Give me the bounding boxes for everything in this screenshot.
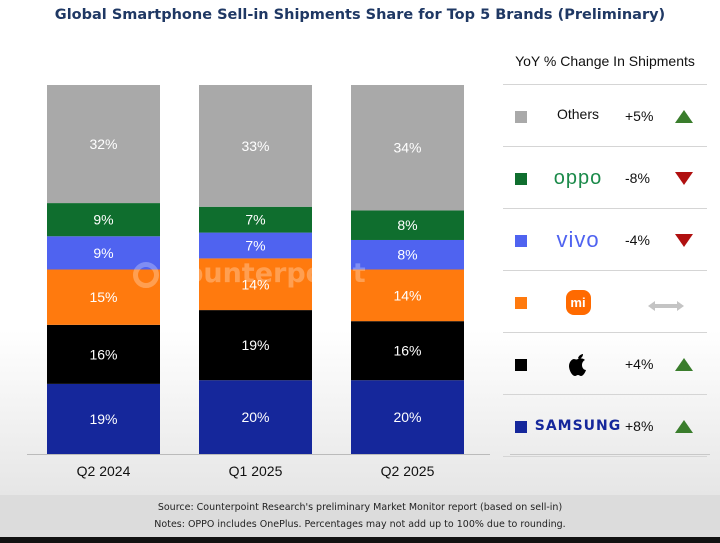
bar-segment-oppo — [47, 203, 160, 237]
counterpoint-watermark: Counterpoint — [133, 258, 366, 289]
bar-segment-others — [199, 85, 312, 207]
notes: Notes: OPPO includes OnePlus. Percentage… — [154, 519, 566, 530]
chart-title: Global Smartphone Sell-in Shipments Shar… — [54, 7, 666, 23]
data-label: 7% — [245, 212, 265, 228]
bar-segment-xiaomi — [351, 269, 464, 322]
bar-segment-apple — [199, 310, 312, 381]
data-label: 33% — [241, 138, 269, 154]
legend-swatch — [515, 421, 527, 433]
yoy-change: +8% — [625, 418, 654, 434]
bar-segment-samsung — [47, 383, 160, 454]
legend-item-apple-logo: +4% — [503, 332, 707, 395]
legend-item-mi: mi — [503, 270, 707, 333]
data-label: 19% — [241, 337, 269, 353]
data-label: 20% — [393, 409, 421, 425]
apple-logo-icon — [543, 333, 613, 395]
bar-segment-oppo — [351, 210, 464, 240]
legend-item-vivo: vivo -4% — [503, 208, 707, 271]
data-label: 7% — [245, 238, 265, 254]
brand-name: Others — [556, 106, 599, 122]
counterpoint-logo-icon — [133, 261, 159, 288]
data-label: 9% — [93, 212, 113, 228]
brand-name: oppo — [553, 166, 603, 189]
data-label: 16% — [89, 346, 117, 362]
up-triangle-icon — [675, 110, 693, 123]
legend-swatch — [515, 235, 527, 247]
legend-swatch — [515, 359, 527, 371]
x-tick-label: Q2 2025 — [381, 463, 435, 479]
yoy-change: +5% — [625, 108, 654, 124]
bar-segment-apple — [47, 324, 160, 384]
data-label: 14% — [241, 276, 269, 292]
data-label: 32% — [89, 136, 117, 152]
data-label: 15% — [89, 289, 117, 305]
data-label: 14% — [393, 287, 421, 303]
xiaomi-logo-icon: mi — [543, 271, 613, 333]
legend-title: YoY % Change In Shipments — [515, 53, 695, 69]
legend-divider — [503, 456, 707, 457]
stacked-bar-chart: 19% 16% 15% 9% 9% 32% Q2 2024 20% 19% 14% 7% 7% 33% Q… — [27, 85, 490, 479]
bar-segment-apple — [351, 321, 464, 381]
baseline — [510, 454, 710, 455]
up-triangle-icon — [675, 358, 693, 371]
source-note: Source: Counterpoint Research's prelimin… — [157, 502, 563, 513]
bar-segment-xiaomi — [199, 258, 312, 311]
x-tick-label: Q1 2025 — [229, 463, 283, 479]
watermark-text: Counterpoint — [165, 258, 366, 289]
legend-swatch — [515, 297, 527, 309]
bar-segment-samsung — [351, 380, 464, 454]
data-label: 20% — [241, 409, 269, 425]
data-label: 8% — [397, 217, 417, 233]
bar-segment-vivo — [351, 239, 464, 270]
down-triangle-icon — [675, 172, 693, 185]
footer: Source: Counterpoint Research's prelimin… — [0, 495, 720, 537]
legend-swatch — [515, 111, 527, 123]
x-tick-label: Q2 2024 — [77, 463, 131, 479]
brand-name: SAMSUNG — [534, 418, 622, 434]
data-label: 16% — [393, 343, 421, 359]
double-arrow-icon — [648, 298, 684, 311]
legend-item-others: Others +5% — [503, 84, 707, 147]
yoy-change: -4% — [625, 232, 650, 248]
bar-segment-samsung — [199, 380, 312, 454]
bar-segment-others — [351, 85, 464, 211]
bar-segment-oppo — [199, 206, 312, 233]
bar-segment-others — [47, 85, 160, 204]
yoy-change: +4% — [625, 356, 654, 372]
bar-segment-vivo — [199, 232, 312, 259]
data-label: 8% — [397, 247, 417, 263]
down-triangle-icon — [675, 234, 693, 247]
data-label: 34% — [393, 140, 421, 156]
data-label: 19% — [89, 411, 117, 427]
yoy-change: -8% — [625, 170, 650, 186]
legend-item-samsung: SAMSUNG +8% — [503, 394, 707, 457]
data-label: 9% — [93, 245, 113, 261]
up-triangle-icon — [675, 420, 693, 433]
legend-swatch — [515, 173, 527, 185]
bottom-bar — [0, 537, 720, 543]
brand-name: vivo — [556, 227, 600, 252]
legend-item-oppo: oppo -8% — [503, 146, 707, 209]
